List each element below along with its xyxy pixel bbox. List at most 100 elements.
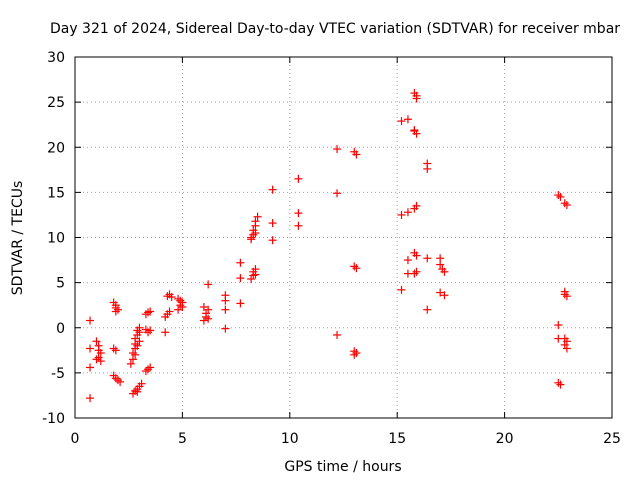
data-point	[221, 305, 230, 314]
x-tick-label: 10	[281, 431, 299, 447]
data-point	[423, 164, 432, 173]
data-point	[116, 377, 125, 386]
y-tick-label: 25	[47, 95, 65, 111]
data-point	[96, 357, 105, 366]
data-point	[350, 350, 359, 359]
data-point	[135, 337, 144, 346]
y-tick-label: -10	[42, 411, 65, 427]
data-point	[174, 294, 183, 303]
data-point	[141, 367, 150, 376]
data-point	[86, 363, 95, 372]
data-point	[562, 344, 571, 353]
data-point	[251, 228, 260, 237]
axis-ticks	[74, 56, 613, 419]
data-point	[436, 288, 445, 297]
data-point	[247, 275, 256, 284]
data-point	[410, 126, 419, 135]
data-point	[423, 305, 432, 314]
data-point	[554, 378, 563, 387]
data-point	[562, 201, 571, 210]
x-tick-label: 25	[603, 431, 621, 447]
data-point	[268, 185, 277, 194]
data-point	[560, 340, 569, 349]
data-point	[556, 380, 565, 389]
data-point	[137, 379, 146, 388]
data-point	[350, 262, 359, 271]
y-tick-label: 0	[56, 321, 65, 337]
data-point	[412, 201, 421, 210]
data-points	[86, 89, 571, 403]
data-point	[144, 308, 153, 317]
data-point	[204, 314, 213, 323]
data-point	[113, 305, 122, 314]
data-point	[126, 359, 135, 368]
data-point	[247, 233, 256, 242]
chart-title: Day 321 of 2024, Sidereal Day-to-day VTE…	[50, 21, 620, 37]
data-point	[251, 217, 260, 226]
data-point	[268, 236, 277, 245]
data-point	[440, 267, 449, 276]
data-point	[333, 189, 342, 198]
data-point	[560, 290, 569, 299]
data-point	[94, 353, 103, 362]
data-point	[178, 302, 187, 311]
x-axis-label: GPS time / hours	[284, 459, 401, 475]
data-point	[176, 296, 185, 305]
data-point	[268, 219, 277, 228]
data-point	[403, 256, 412, 265]
x-tick-labels: 0 5 10 15 20 25	[71, 431, 621, 447]
data-point	[253, 212, 262, 221]
data-point	[133, 341, 142, 350]
grid	[75, 57, 612, 418]
data-point	[111, 346, 120, 355]
y-axis-label: SDTVAR / TECUs	[10, 181, 26, 296]
data-point	[202, 309, 211, 318]
data-point	[113, 376, 122, 385]
data-point	[236, 274, 245, 283]
data-point	[412, 267, 421, 276]
y-tick-label: 30	[47, 50, 65, 66]
data-point	[86, 394, 95, 403]
data-point	[397, 285, 406, 294]
data-point	[294, 174, 303, 183]
data-point	[333, 145, 342, 154]
data-point	[146, 326, 155, 335]
data-point	[352, 349, 361, 358]
data-point	[199, 316, 208, 325]
data-point	[163, 292, 172, 301]
data-point	[221, 291, 230, 300]
data-point	[111, 307, 120, 316]
data-point	[554, 321, 563, 330]
data-point	[560, 199, 569, 208]
data-point	[236, 299, 245, 308]
data-point	[251, 270, 260, 279]
data-point	[174, 305, 183, 314]
data-point	[397, 117, 406, 126]
data-point	[562, 292, 571, 301]
data-point	[92, 355, 101, 364]
data-point	[109, 344, 118, 353]
data-point	[221, 324, 230, 333]
y-tick-label: 15	[47, 185, 65, 201]
data-point	[556, 192, 565, 201]
data-point	[397, 210, 406, 219]
data-point	[144, 365, 153, 374]
data-point	[352, 150, 361, 159]
data-point	[167, 293, 176, 302]
data-point	[133, 387, 142, 396]
data-point	[135, 328, 144, 337]
x-tick-label: 5	[178, 431, 187, 447]
y-tick-label: 5	[56, 276, 65, 292]
data-point	[146, 307, 155, 316]
data-point	[410, 269, 419, 278]
data-point	[403, 208, 412, 217]
data-point	[294, 209, 303, 218]
data-point	[352, 264, 361, 273]
data-point	[436, 260, 445, 269]
x-tick-label: 20	[496, 431, 514, 447]
data-point	[204, 305, 213, 314]
data-point	[86, 344, 95, 353]
data-point	[333, 330, 342, 339]
data-point	[440, 291, 449, 300]
